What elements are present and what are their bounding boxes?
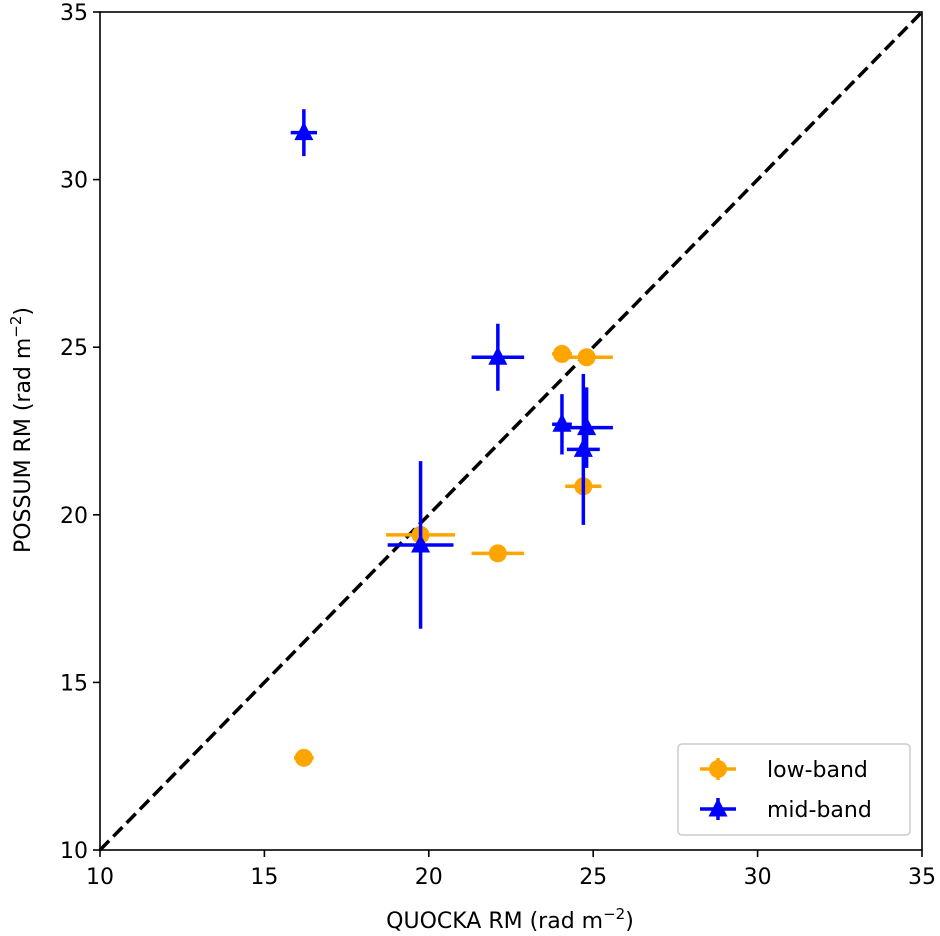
low-band-point — [560, 348, 613, 367]
y-tick-label: 35 — [60, 1, 88, 26]
mid-band-point — [552, 394, 572, 455]
x-axis-label-close: ) — [625, 909, 634, 934]
x-tick-label: 25 — [579, 865, 607, 890]
y-tick-label: 30 — [60, 169, 88, 194]
mid-band-point — [471, 323, 525, 391]
y-tick-label: 20 — [60, 504, 88, 529]
axes: 10 15 20 25 30 35 10 15 20 25 30 35 — [60, 1, 936, 890]
legend-handle-marker — [709, 760, 727, 778]
mid-band-point — [566, 374, 600, 525]
y-tick-label: 25 — [60, 336, 88, 361]
reference-line-y-equals-x — [98, 10, 924, 852]
y-axis-label: POSSUM RM (rad m−2) — [7, 307, 36, 553]
series-mid-band — [290, 109, 613, 629]
y-tick-label: 10 — [60, 839, 88, 864]
mid-band-point — [290, 109, 318, 157]
x-tick-label: 15 — [250, 865, 278, 890]
legend-handle-marker — [708, 798, 728, 817]
x-axis-label-exponent: −2 — [603, 905, 625, 923]
x-tick-label: 10 — [86, 865, 114, 890]
x-tick-label: 35 — [908, 865, 936, 890]
legend: low-band mid-band — [677, 743, 911, 836]
low-band-point — [471, 544, 525, 563]
legend-entry-low-band — [700, 758, 736, 780]
x-axis-label: QUOCKA RM (rad m−2) — [386, 905, 634, 934]
mid-band-marker — [294, 121, 314, 141]
low-band-marker — [294, 748, 313, 767]
low-band-marker — [577, 348, 596, 367]
plot-area — [98, 10, 924, 852]
mid-band-marker — [573, 438, 593, 457]
legend-label-mid-band: mid-band — [767, 798, 872, 823]
plot-frame — [99, 11, 923, 851]
low-band-point — [293, 748, 314, 767]
series-low-band — [293, 344, 613, 767]
y-axis-label-exponent: −2 — [7, 316, 25, 338]
x-tick-label: 30 — [744, 865, 772, 890]
y-axis-label-close: ) — [11, 307, 36, 316]
y-tick-label: 15 — [60, 671, 88, 696]
low-band-point — [552, 344, 572, 363]
low-band-marker — [552, 344, 571, 363]
legend-frame — [677, 743, 911, 836]
low-band-marker — [488, 544, 507, 563]
x-tick-label: 20 — [415, 865, 443, 890]
mid-band-marker — [411, 533, 431, 553]
legend-entry-mid-band — [700, 798, 736, 820]
mid-band-point — [387, 461, 454, 629]
legend-label-low-band: low-band — [767, 758, 868, 783]
mid-band-marker — [488, 346, 508, 365]
